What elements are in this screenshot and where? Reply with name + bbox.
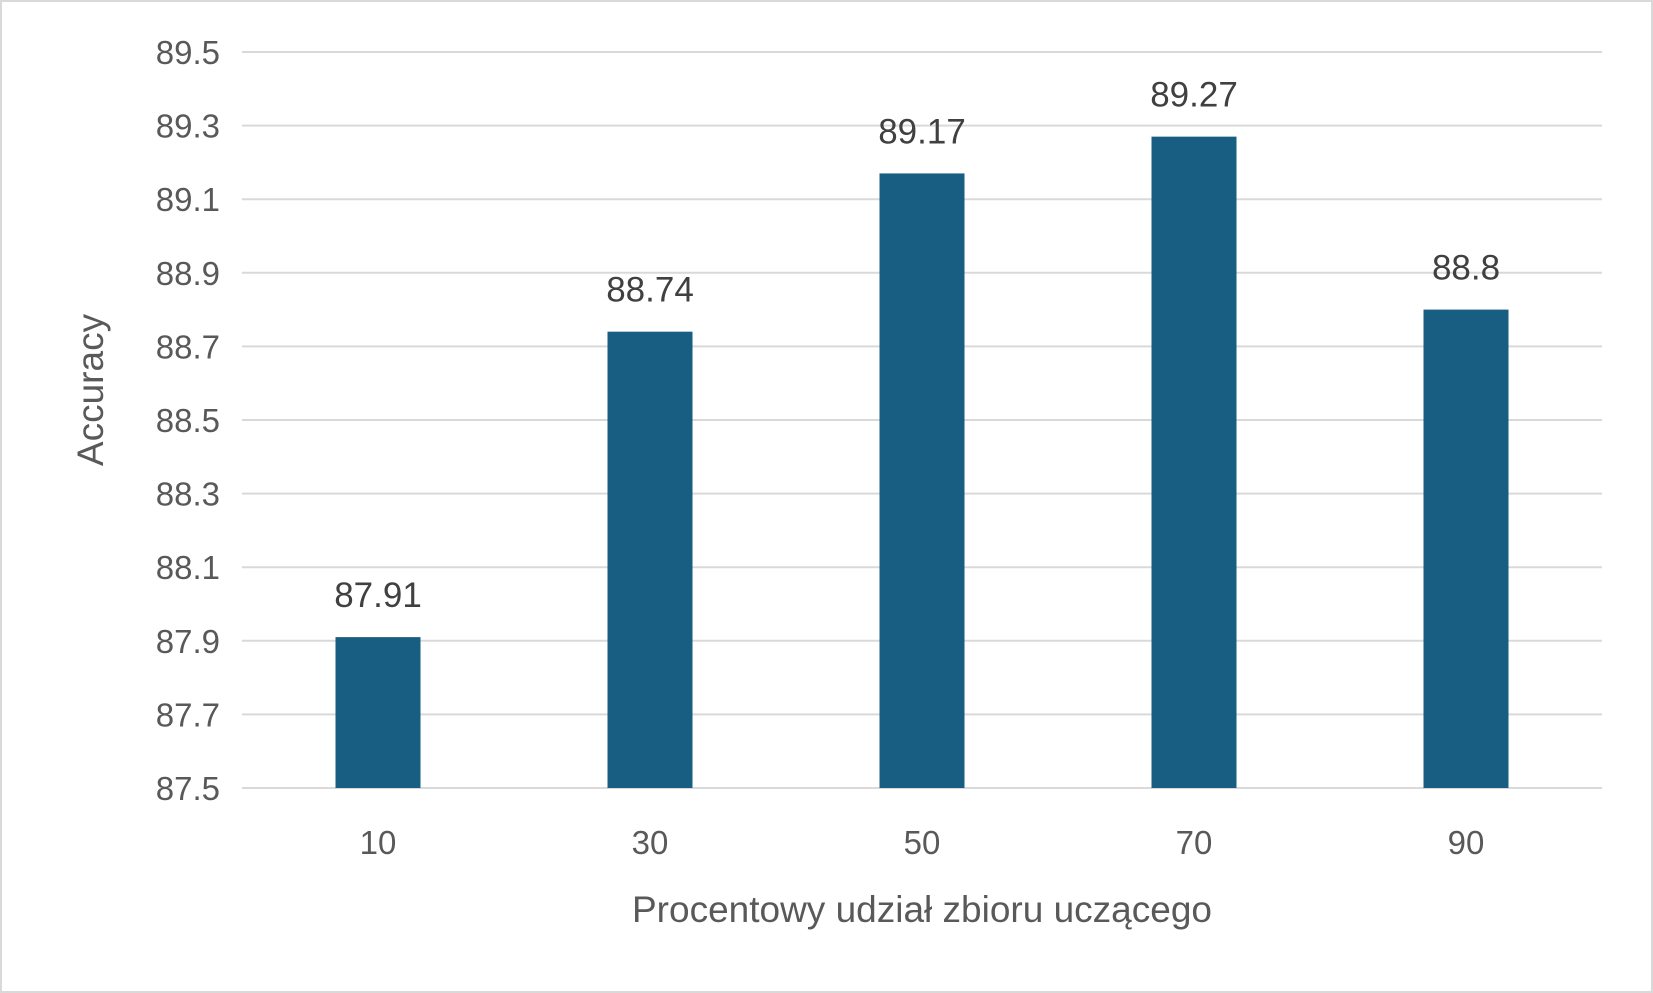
y-tick-label: 88.7 bbox=[156, 328, 220, 365]
x-axis-ticks: 10 30 50 70 90 bbox=[360, 824, 1485, 861]
y-tick-label: 89.5 bbox=[156, 34, 220, 71]
bar-90 bbox=[1423, 309, 1509, 788]
y-tick-label: 89.1 bbox=[156, 181, 220, 218]
data-labels: 87.91 88.74 89.17 89.27 88.8 bbox=[334, 76, 1500, 615]
y-tick-label: 88.1 bbox=[156, 549, 220, 586]
x-axis-title: Procentowy udział zbioru uczącego bbox=[632, 889, 1212, 930]
data-label-90: 88.8 bbox=[1432, 249, 1500, 288]
data-label-30: 88.74 bbox=[606, 271, 694, 310]
y-axis-ticks: 87.5 87.7 87.9 88.1 88.3 88.5 88.7 88.9 89.1 89.3… bbox=[156, 34, 220, 807]
x-tick-label: 50 bbox=[904, 824, 941, 861]
bar-30 bbox=[607, 331, 693, 788]
bars bbox=[335, 136, 1509, 788]
data-label-50: 89.17 bbox=[878, 112, 966, 151]
bar-50 bbox=[879, 173, 965, 788]
x-tick-label: 30 bbox=[632, 824, 669, 861]
x-tick-label: 90 bbox=[1448, 824, 1485, 861]
y-tick-label: 88.9 bbox=[156, 255, 220, 292]
bar-10 bbox=[335, 637, 421, 788]
y-tick-label: 87.5 bbox=[156, 770, 220, 807]
data-label-10: 87.91 bbox=[334, 576, 422, 615]
bar-70 bbox=[1151, 136, 1237, 788]
y-tick-label: 88.3 bbox=[156, 476, 220, 513]
y-tick-label: 88.5 bbox=[156, 402, 220, 439]
y-axis-title: Accuracy bbox=[70, 313, 111, 466]
x-tick-label: 70 bbox=[1176, 824, 1213, 861]
data-label-70: 89.27 bbox=[1150, 76, 1238, 115]
y-tick-label: 87.7 bbox=[156, 696, 220, 733]
y-tick-label: 87.9 bbox=[156, 623, 220, 660]
y-tick-label: 89.3 bbox=[156, 108, 220, 145]
x-tick-label: 10 bbox=[360, 824, 397, 861]
